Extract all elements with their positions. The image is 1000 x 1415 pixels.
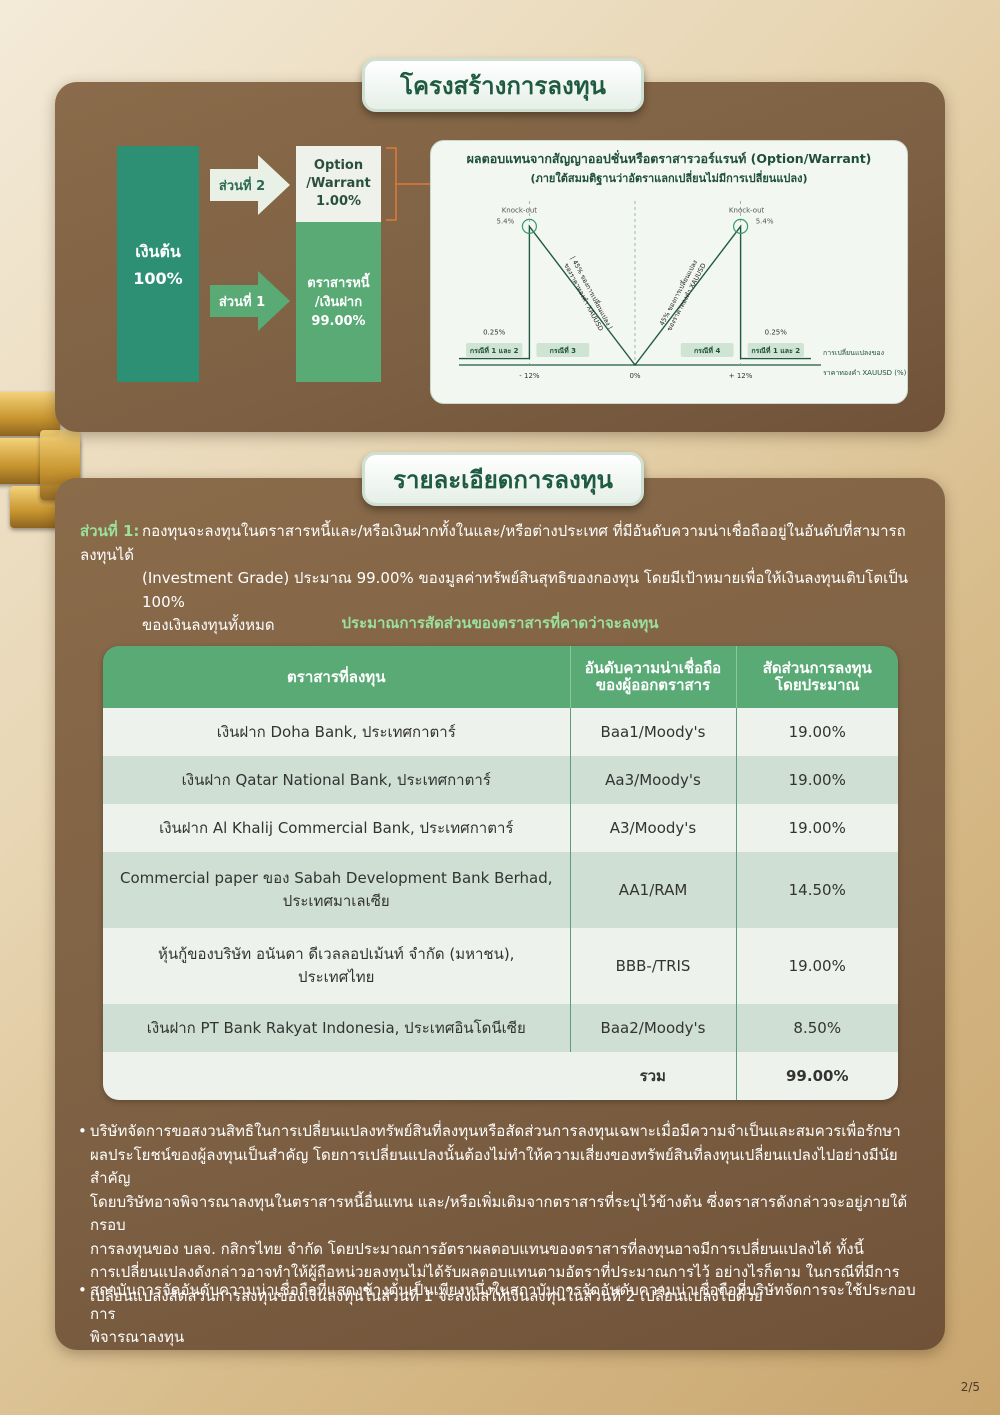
option-warrant-box: Option /Warrant 1.00% (296, 146, 381, 222)
principal-box: เงินต้น 100% (117, 146, 199, 382)
part1-line2: (Investment Grade) ประมาณ 99.00% ของมูลค… (142, 569, 909, 611)
part1-prefix: ส่วนที่ 1: (80, 522, 140, 540)
bullet1-line: ผลประโยชน์ของผู้ลงทุนเป็นสำคัญ โดยการเปล… (90, 1145, 898, 1188)
cell-proportion: 19.00% (736, 708, 898, 756)
part1-label: ส่วนที่ 1 (218, 294, 266, 310)
option-percent: 1.00% (315, 194, 362, 209)
payoff-chart-card: ผลตอบแทนจากสัญญาออปชั่นหรือตราสารวอร์แรน… (430, 140, 908, 404)
cell-instrument: เงินฝาก Doha Bank, ประเทศกาตาร์ (103, 708, 571, 756)
bullet1-line: การเปลี่ยนแปลงดังกล่าวอาจทำให้ผู้ถือหน่ว… (90, 1263, 900, 1281)
knockout-left-value: 5.4% (497, 217, 515, 225)
knockout-right-value: 5.4% (756, 217, 774, 225)
debt-line2: /เงินฝาก (314, 294, 363, 310)
arrow-part1 (210, 271, 290, 331)
table-row: Commercial paper ของ Sabah Development B… (103, 852, 898, 928)
table-caption: ประมาณการสัดส่วนของตราสารที่คาดว่าจะลงทุ… (341, 614, 659, 632)
investment-table: ตราสารที่ลงทุน อันดับความน่าเชื่อถือ ของ… (103, 646, 898, 1100)
bullet-dot: • (78, 1122, 87, 1140)
knockout-left-marker (521, 218, 538, 235)
case-label: กรณีที่ 1 และ 2 (751, 345, 800, 355)
debt-deposit-box: ตราสารหนี้ /เงินฝาก 99.00% (296, 222, 381, 382)
payoff-chart: - 12% 0% + 12% Knock-out 5.4% Knock-out 5.4% 0.… (459, 201, 907, 380)
case-box (536, 343, 590, 357)
cell-total-empty (103, 1052, 570, 1100)
table-row: เงินฝาก Al Khalij Commercial Bank, ประเท… (103, 804, 898, 852)
total-value: 99.00% (736, 1052, 898, 1100)
cell-proportion: 19.00% (736, 804, 898, 852)
x-tick-label: + 12% (729, 372, 753, 380)
page-number: 2/5 (960, 1380, 980, 1394)
table-row: หุ้นกู้ของบริษัท อนันดา ดีเวลลอปเม้นท์ จ… (103, 928, 898, 1004)
bullet-dot: • (78, 1281, 87, 1299)
cell-proportion: 8.50% (736, 1004, 898, 1052)
cell-rating: A3/Moody's (570, 804, 737, 852)
header-rating: อันดับความน่าเชื่อถือ ของผู้ออกตราสาร (570, 646, 737, 708)
case-label: กรณีที่ 1 และ 2 (470, 345, 519, 355)
x-axis-label-line1: การเปลี่ยนแปลงของ (823, 348, 884, 357)
payoff-line (459, 224, 811, 367)
debt-line1: ตราสารหนี้ (307, 275, 370, 291)
cell-instrument: หุ้นกู้ของบริษัท อนันดา ดีเวลลอปเม้นท์ จ… (103, 928, 571, 1004)
case-label: กรณีที่ 3 (550, 345, 577, 355)
cell-rating: Aa3/Moody's (570, 756, 737, 804)
part1-line3: ของเงินลงทุนทั้งหมด (142, 616, 275, 634)
table-row: เงินฝาก PT Bank Rakyat Indonesia, ประเทศ… (103, 1004, 898, 1052)
header-instrument: ตราสารที่ลงทุน (103, 646, 571, 708)
chart-subtitle: (ภายใต้สมมติฐานว่าอัตราแลกเปลี่ยนไม่มีกา… (530, 172, 808, 185)
knockout-left-label: Knock-out (502, 206, 538, 214)
option-line1: Option (313, 158, 364, 173)
bracket-connector (386, 147, 430, 221)
table-header-row: ตราสารที่ลงทุน อันดับความน่าเชื่อถือ ของ… (103, 646, 898, 708)
cell-instrument: เงินฝาก Qatar National Bank, ประเทศกาตาร… (103, 756, 571, 804)
cell-instrument: Commercial paper ของ Sabah Development B… (103, 852, 571, 928)
bullet2-line: พิจารณาลงทุน (90, 1328, 185, 1346)
option-line2: /Warrant (306, 176, 371, 191)
cell-rating: AA1/RAM (570, 852, 737, 928)
cell-rating: BBB-/TRIS (570, 928, 737, 1004)
knockout-right-label: Knock-out (729, 206, 765, 214)
cell-rating: Baa2/Moody's (570, 1004, 737, 1052)
cell-rating: Baa1/Moody's (570, 708, 737, 756)
cell-proportion: 19.00% (736, 928, 898, 1004)
table-total-row: รวม 99.00% (103, 1052, 898, 1100)
part1-description: ส่วนที่ 1: กองทุนจะลงทุนในตราสารหนี้และ/ห… (80, 520, 930, 638)
bullet1-line: โดยบริษัทอาจพิจารณาลงทุนในตราสารหนี้อื่น… (90, 1192, 908, 1235)
x-tick-label: 0% (629, 372, 640, 380)
section-title-structure: โครงสร้างการลงทุน (362, 58, 644, 112)
bullet1-line: บริษัทจัดการขอสงวนสิทธิในการเปลี่ยนแปลงท… (90, 1122, 901, 1140)
case-box (747, 343, 804, 357)
rebate-right-value: 0.25% (765, 329, 788, 337)
bullet-rating-agency: • สถาบันการจัดอันดับความน่าเชื่อถือที่แส… (78, 1279, 928, 1350)
total-label: รวม (570, 1052, 737, 1100)
x-tick-label: - 12% (519, 372, 540, 380)
bullet2-line: สถาบันการจัดอันดับความน่าเชื่อถือที่แสดง… (90, 1281, 916, 1323)
bullet1-line: การลงทุนของ บลจ. กสิกรไทย จำกัด โดยประมา… (90, 1239, 864, 1258)
knockout-right-marker (733, 218, 749, 235)
case-box (680, 343, 734, 357)
header-proportion: สัดส่วนการลงทุน โดยประมาณ (736, 646, 898, 708)
x-axis-label-line2: ราคาทองคำ XAUUSD (%) (823, 369, 907, 377)
debt-percent: 99.00% (311, 313, 366, 329)
bullet-rights-reserved: • บริษัทจัดการขอสงวนสิทธิในการเปลี่ยนแปล… (78, 1120, 928, 1308)
cell-instrument: เงินฝาก Al Khalij Commercial Bank, ประเท… (103, 804, 571, 852)
principal-percent: 100% (133, 269, 183, 288)
cell-proportion: 14.50% (736, 852, 898, 928)
principal-label: เงินต้น (135, 242, 181, 261)
case-box (466, 343, 523, 357)
part2-label: ส่วนที่ 2 (218, 178, 266, 194)
arrow-part2 (210, 155, 290, 215)
case-label: กรณีที่ 4 (694, 345, 721, 355)
cell-proportion: 19.00% (736, 756, 898, 804)
bullet1-line: เปลี่ยนแปลงสัดส่วนการลงทุนของเงินลงทุนใน… (90, 1286, 763, 1305)
cell-instrument: เงินฝาก PT Bank Rakyat Indonesia, ประเทศ… (103, 1004, 571, 1052)
part1-line1: กองทุนจะลงทุนในตราสารหนี้และ/หรือเงินฝาก… (80, 522, 906, 564)
chart-title: ผลตอบแทนจากสัญญาออปชั่นหรือตราสารวอร์แรน… (466, 151, 872, 166)
table-row: เงินฝาก Doha Bank, ประเทศกาตาร์ Baa1/Moo… (103, 708, 898, 756)
section-title-details: รายละเอียดการลงทุน (362, 452, 644, 506)
table-row: เงินฝาก Qatar National Bank, ประเทศกาตาร… (103, 756, 898, 804)
rebate-left-value: 0.25% (483, 329, 506, 337)
